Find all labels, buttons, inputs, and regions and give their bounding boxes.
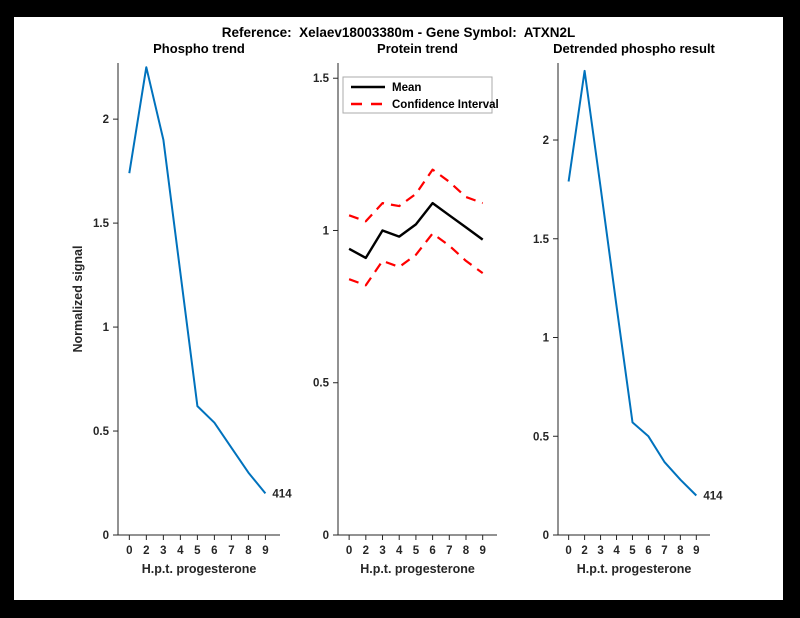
y-tick-label: 1 bbox=[103, 322, 110, 334]
x-tick-label: 2 bbox=[363, 545, 369, 557]
x-tick-label: 7 bbox=[228, 545, 234, 557]
x-tick-label: 5 bbox=[194, 545, 201, 557]
x-tick-label: 5 bbox=[413, 545, 420, 557]
x-tick-label: 0 bbox=[126, 545, 132, 557]
y-tick-label: 1 bbox=[543, 333, 550, 345]
x-tick-label: 7 bbox=[446, 545, 452, 557]
y-tick-label: 0.5 bbox=[93, 426, 110, 438]
x-tick-label: 2 bbox=[143, 545, 149, 557]
series-confidence-interval-lower bbox=[348, 232, 484, 287]
series-detrended-phospho-signal bbox=[567, 69, 698, 497]
y-tick-label: 0 bbox=[323, 530, 329, 542]
y-tick-label: 2 bbox=[543, 135, 549, 147]
y-tick-label: 0 bbox=[103, 530, 109, 542]
y-tick-label: 1.5 bbox=[533, 234, 550, 246]
x-tick-label: 3 bbox=[160, 545, 166, 557]
y-tick-label: 1 bbox=[323, 225, 330, 237]
y-axis-label: Normalized signal bbox=[71, 246, 85, 353]
x-tick-label: 0 bbox=[346, 545, 352, 557]
legend-box bbox=[342, 76, 493, 114]
x-axis-label: H.p.t. progesterone bbox=[577, 562, 692, 576]
x-tick-label: 8 bbox=[463, 545, 470, 557]
x-tick-label: 6 bbox=[645, 545, 651, 557]
x-axis-label: H.p.t. progesterone bbox=[142, 562, 257, 576]
x-tick-label: 0 bbox=[565, 545, 571, 557]
legend-label: Mean bbox=[392, 82, 421, 94]
y-tick-label: 0.5 bbox=[533, 431, 550, 443]
x-tick-label: 7 bbox=[661, 545, 667, 557]
subplot-title: Detrended phospho result bbox=[553, 41, 715, 56]
x-tick-label: 4 bbox=[396, 545, 403, 557]
subplot-title: Phospho trend bbox=[153, 41, 245, 56]
x-tick-label: 2 bbox=[581, 545, 587, 557]
x-tick-label: 8 bbox=[677, 545, 684, 557]
series-mean bbox=[348, 201, 484, 260]
x-tick-label: 4 bbox=[177, 545, 184, 557]
x-tick-label: 3 bbox=[379, 545, 385, 557]
x-tick-label: 4 bbox=[613, 545, 620, 557]
cluster-annotation: 414 bbox=[272, 488, 292, 500]
x-tick-label: 9 bbox=[479, 545, 485, 557]
legend: Mean Confidence Interval bbox=[342, 76, 499, 114]
series-confidence-interval-upper bbox=[348, 168, 484, 223]
x-tick-label: 5 bbox=[629, 545, 636, 557]
figure-canvas: Reference: Xelaev18003380m - Gene Symbol… bbox=[14, 17, 783, 600]
y-tick-label: 1.5 bbox=[93, 218, 110, 230]
y-tick-label: 1.5 bbox=[313, 73, 330, 85]
subplot-title: Protein trend bbox=[377, 41, 458, 56]
y-tick-label: 0 bbox=[543, 530, 549, 542]
series-phospho-signal bbox=[128, 66, 267, 495]
x-axis-label: H.p.t. progesterone bbox=[360, 562, 475, 576]
x-tick-label: 8 bbox=[245, 545, 252, 557]
x-tick-label: 6 bbox=[429, 545, 435, 557]
x-tick-label: 9 bbox=[693, 545, 699, 557]
x-tick-label: 9 bbox=[262, 545, 268, 557]
figure-title: Reference: Xelaev18003380m - Gene Symbol… bbox=[221, 25, 576, 40]
x-tick-label: 3 bbox=[597, 545, 603, 557]
legend-label: Confidence Interval bbox=[392, 99, 499, 111]
y-tick-label: 0.5 bbox=[313, 378, 330, 390]
y-tick-label: 2 bbox=[103, 114, 109, 126]
cluster-annotation: 414 bbox=[703, 491, 723, 503]
x-tick-label: 6 bbox=[211, 545, 217, 557]
